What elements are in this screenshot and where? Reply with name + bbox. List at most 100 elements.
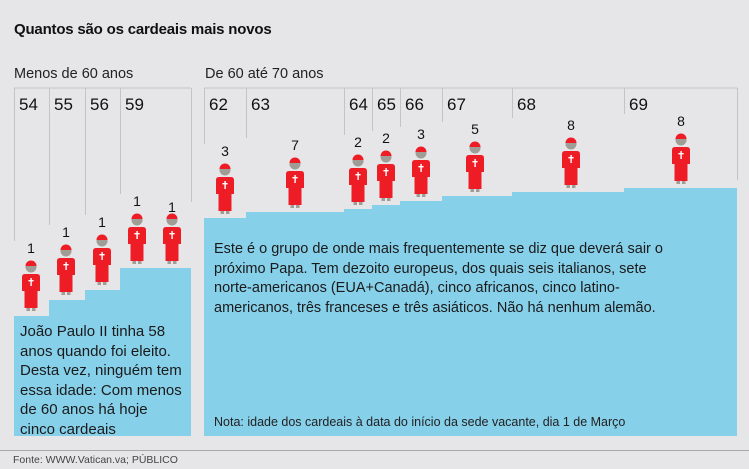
foot-icon xyxy=(381,198,385,201)
cross-icon xyxy=(357,172,359,180)
robe-icon xyxy=(466,155,484,189)
count-label: 1 xyxy=(168,199,176,215)
age-label: 67 xyxy=(447,95,466,114)
foot-icon xyxy=(61,292,65,295)
foot-icon xyxy=(387,198,391,201)
age-label: 64 xyxy=(349,95,368,114)
cardinal-icon xyxy=(216,163,234,214)
cross-icon xyxy=(169,233,175,235)
foot-icon xyxy=(572,185,576,188)
count-label: 2 xyxy=(382,130,390,146)
cross-icon xyxy=(294,175,296,183)
zucchetto-icon xyxy=(60,244,72,250)
foot-icon xyxy=(97,282,101,285)
foot-icon xyxy=(220,211,224,214)
age-label: 65 xyxy=(377,95,396,114)
foot-icon xyxy=(226,211,230,214)
foot-icon xyxy=(676,181,680,184)
zucchetto-icon xyxy=(25,260,37,266)
cross-icon xyxy=(570,155,572,163)
age-label: 54 xyxy=(19,95,38,114)
foot-icon xyxy=(476,189,480,192)
robe-icon xyxy=(286,171,304,205)
foot-icon xyxy=(103,282,107,285)
count-label: 1 xyxy=(133,193,141,209)
count-label: 1 xyxy=(98,214,106,230)
foot-icon xyxy=(296,205,300,208)
cross-icon xyxy=(418,166,424,168)
count-label: 7 xyxy=(291,137,299,153)
cross-icon xyxy=(30,278,32,286)
group-label-under-60: Menos de 60 anos xyxy=(14,66,134,82)
count-label: 1 xyxy=(62,224,70,240)
robe-icon xyxy=(216,177,234,211)
step-area-under-60 xyxy=(14,268,191,436)
age-label: 55 xyxy=(54,95,73,114)
count-label: 8 xyxy=(677,113,685,129)
age-label: 66 xyxy=(405,95,424,114)
zucchetto-icon xyxy=(96,234,108,240)
cross-icon xyxy=(134,233,140,235)
age-label: 63 xyxy=(251,95,270,114)
count-label: 3 xyxy=(417,126,425,142)
zucchetto-icon xyxy=(469,141,481,147)
cross-icon xyxy=(355,174,361,176)
cardinal-icon xyxy=(412,146,430,197)
cross-icon xyxy=(568,157,574,159)
step-area-60-to-70 xyxy=(204,188,737,436)
age-label: 56 xyxy=(90,95,109,114)
zucchetto-icon xyxy=(565,137,577,143)
zucchetto-icon xyxy=(415,146,427,152)
foot-icon xyxy=(32,308,36,311)
age-label: 62 xyxy=(209,95,228,114)
cross-icon xyxy=(99,254,105,256)
desc-line: cinco cardeais xyxy=(20,420,116,438)
cross-icon xyxy=(383,170,389,172)
foot-icon xyxy=(67,292,71,295)
zucchetto-icon xyxy=(380,150,392,156)
robe-icon xyxy=(562,151,580,185)
foot-icon xyxy=(167,261,171,264)
cardinal-icon xyxy=(349,154,367,205)
desc-line: João Paulo II tinha 58 xyxy=(20,323,166,340)
cross-icon xyxy=(385,168,387,176)
cardinal-icon xyxy=(22,260,40,311)
source-credit: Fonte: WWW.Vatican.va; PÚBLICO xyxy=(13,454,178,466)
age-label: 68 xyxy=(517,95,536,114)
count-label: 2 xyxy=(354,134,362,150)
robe-icon xyxy=(93,248,111,282)
count-label: 3 xyxy=(221,143,229,159)
foot-icon xyxy=(359,202,363,205)
group-description-under-60: João Paulo II tinha 58 anos quando foi e… xyxy=(20,322,200,439)
foot-icon xyxy=(26,308,30,311)
zucchetto-icon xyxy=(675,133,687,139)
foot-icon xyxy=(132,261,136,264)
desc-line: de 60 anos há hoje xyxy=(20,401,148,418)
cardinal-icon xyxy=(286,157,304,208)
cardinal-icon xyxy=(562,137,580,188)
desc-line: anos quando foi eleito. xyxy=(20,342,171,360)
robe-icon xyxy=(163,227,181,261)
zucchetto-icon xyxy=(352,154,364,160)
divider xyxy=(0,450,749,451)
group-description-60-to-70: Este é o grupo de onde mais frequentemen… xyxy=(214,240,734,318)
group-label-60-to-70: De 60 até 70 anos xyxy=(205,66,324,82)
zucchetto-icon xyxy=(166,213,178,219)
robe-icon xyxy=(672,147,690,181)
count-label: 1 xyxy=(27,240,35,256)
foot-icon xyxy=(173,261,177,264)
cross-icon xyxy=(28,280,34,282)
age-label: 69 xyxy=(629,95,648,114)
cross-icon xyxy=(680,151,682,159)
cross-icon xyxy=(224,181,226,189)
desc-line: norte-americanos (EUA+Canadá), cinco afr… xyxy=(214,280,620,296)
desc-line: Desta vez, ninguém tem xyxy=(20,362,182,379)
foot-icon xyxy=(566,185,570,188)
cardinal-icon xyxy=(93,234,111,285)
cardinal-icon xyxy=(466,141,484,192)
zucchetto-icon xyxy=(219,163,231,169)
cross-icon xyxy=(222,183,228,185)
chart-title: Quantos são os cardeais mais novos xyxy=(14,21,272,38)
foot-icon xyxy=(353,202,357,205)
